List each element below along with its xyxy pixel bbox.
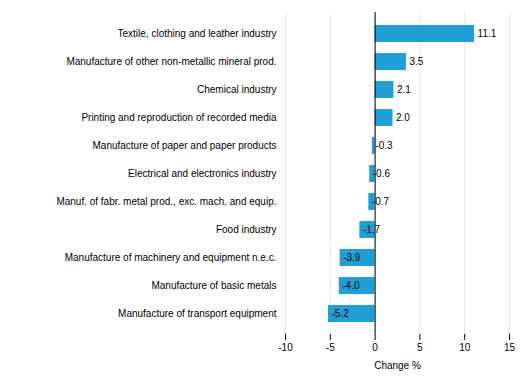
svg-text:Printing and reproduction of r: Printing and reproduction of recorded me… <box>81 112 277 123</box>
svg-text:-3.9: -3.9 <box>343 252 361 263</box>
svg-text:Change %: Change % <box>374 360 421 371</box>
svg-text:2.0: 2.0 <box>396 112 410 123</box>
svg-text:Manufacture of paper and paper: Manufacture of paper and paper products <box>92 140 276 151</box>
svg-text:11.1: 11.1 <box>478 28 497 39</box>
svg-text:-0.6: -0.6 <box>373 168 391 179</box>
svg-text:Chemical industry: Chemical industry <box>197 84 276 95</box>
svg-text:Electrical and electronics ind: Electrical and electronics industry <box>128 168 276 179</box>
svg-text:-0.7: -0.7 <box>372 196 390 207</box>
svg-text:Manufacture of other non-metal: Manufacture of other non-metallic minera… <box>66 56 276 67</box>
svg-text:3.5: 3.5 <box>409 56 423 67</box>
svg-text:Manufacture of basic metals: Manufacture of basic metals <box>151 280 276 291</box>
svg-text:5: 5 <box>417 342 423 353</box>
svg-text:Manufacture of transport equip: Manufacture of transport equipment <box>118 308 277 319</box>
svg-text:Textile, clothing and leather: Textile, clothing and leather industry <box>118 28 277 39</box>
svg-text:0: 0 <box>372 342 378 353</box>
svg-text:Manufacture of machinery and e: Manufacture of machinery and equipment n… <box>65 252 277 263</box>
svg-text:10: 10 <box>459 342 471 353</box>
svg-text:-0.3: -0.3 <box>375 140 393 151</box>
svg-text:-10: -10 <box>278 342 293 353</box>
svg-text:-5: -5 <box>326 342 335 353</box>
svg-text:-4.0: -4.0 <box>342 280 360 291</box>
svg-text:Food industry: Food industry <box>216 224 277 235</box>
svg-text:15: 15 <box>504 342 516 353</box>
svg-text:2.1: 2.1 <box>397 84 411 95</box>
svg-text:Manuf. of fabr. metal prod., e: Manuf. of fabr. metal prod., exc. mach. … <box>56 196 276 207</box>
svg-text:-5.2: -5.2 <box>332 308 350 319</box>
svg-text:-1.7: -1.7 <box>363 224 381 235</box>
